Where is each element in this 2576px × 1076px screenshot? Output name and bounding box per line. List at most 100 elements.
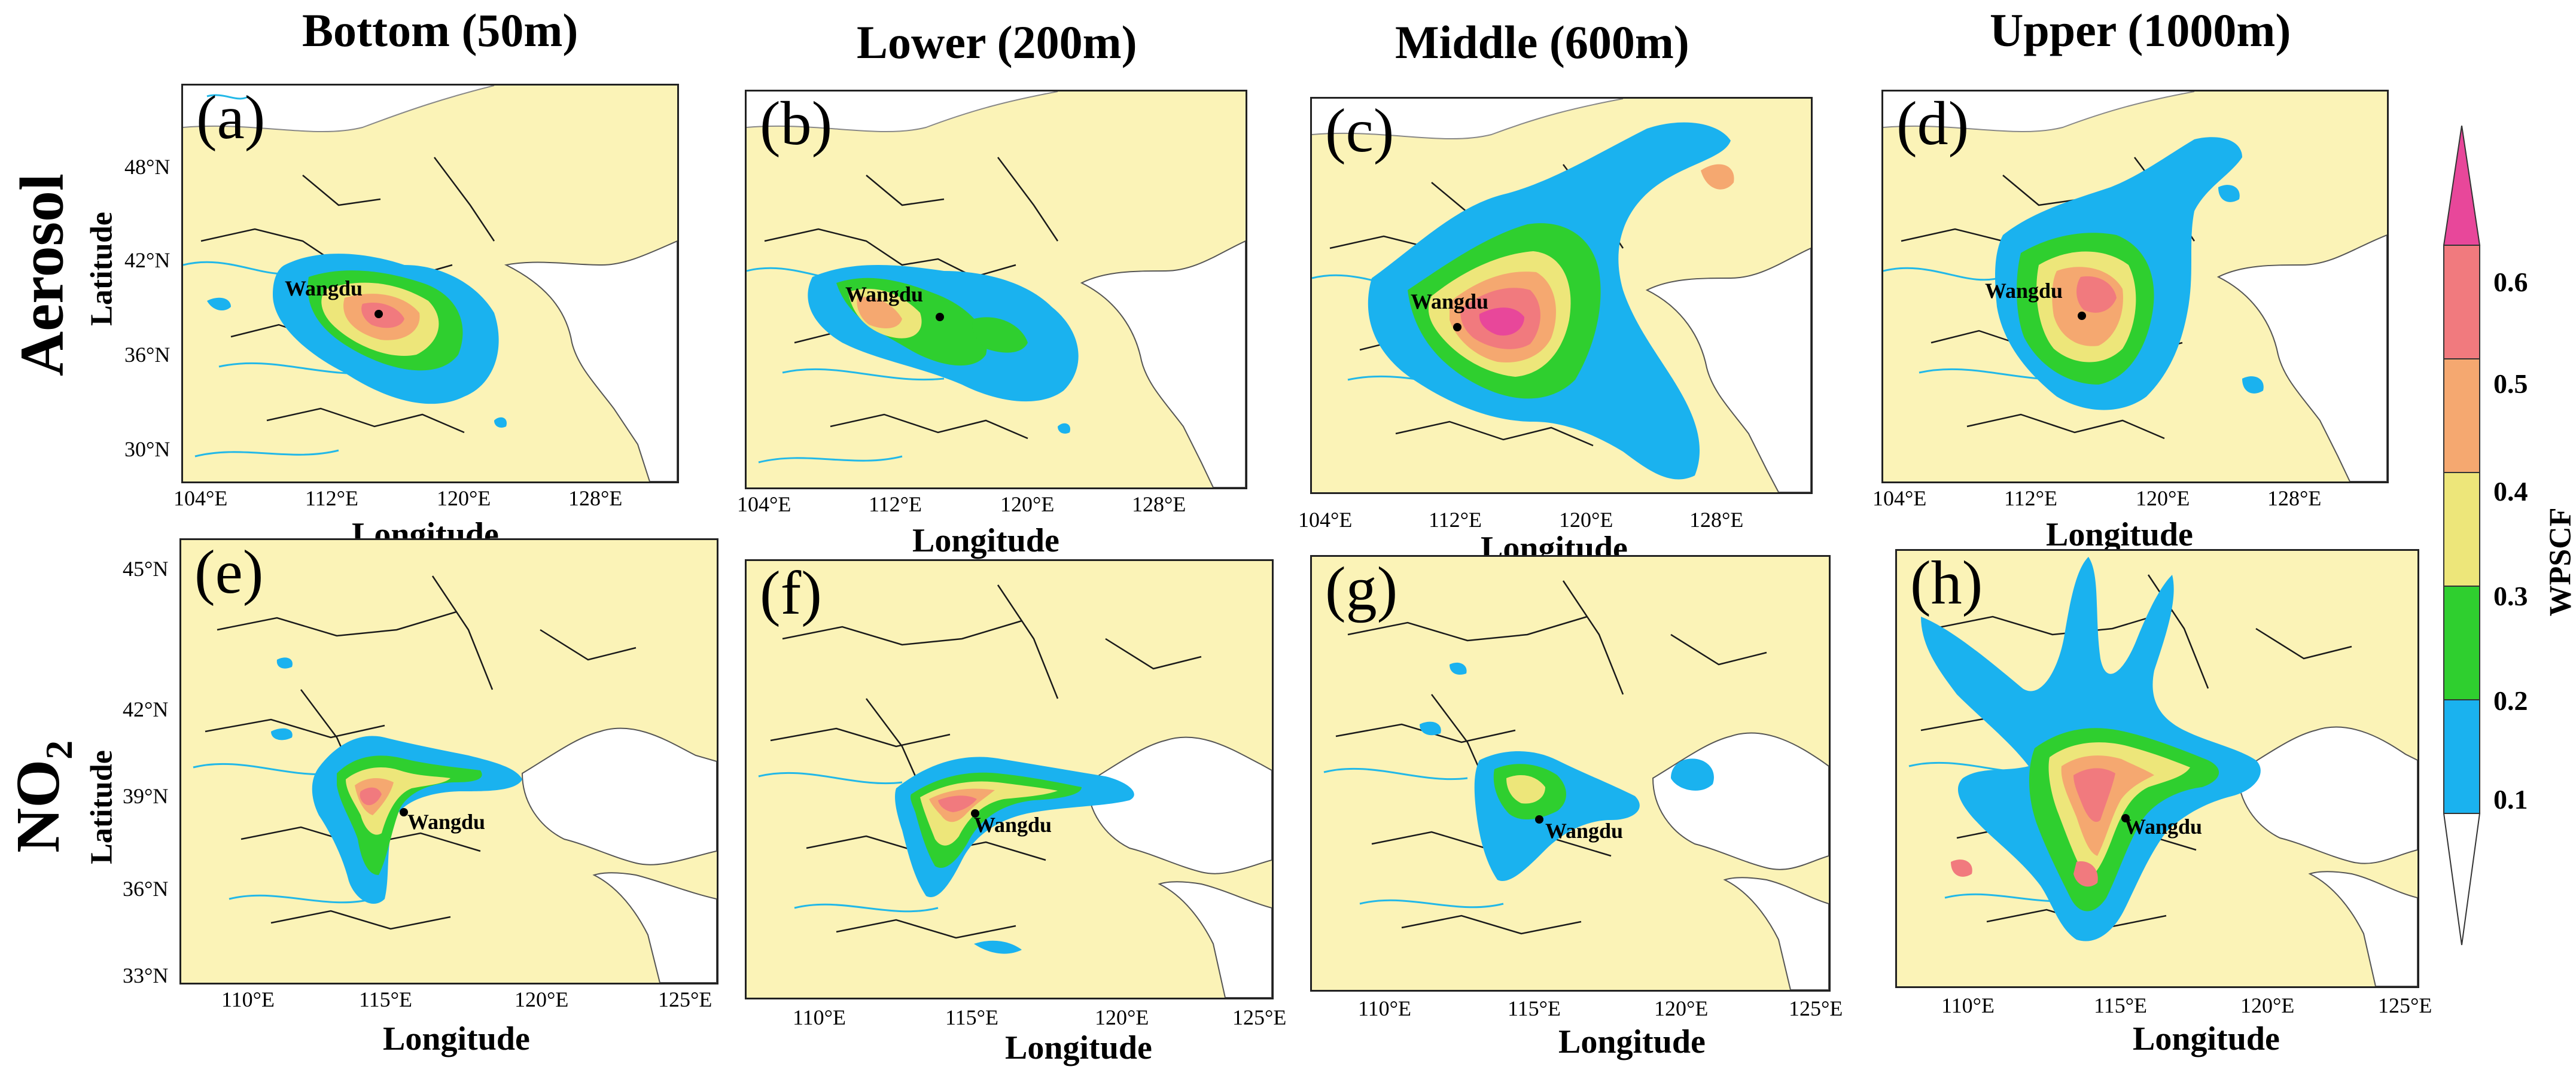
lon-tick-c-120: 120°E <box>1559 508 1613 532</box>
lon-tick-c-112: 112°E <box>1429 508 1482 532</box>
panel-label-d: (d) <box>1896 90 1969 158</box>
panel-label-h: (h) <box>1910 549 1983 617</box>
panel-label-e: (e) <box>194 538 264 606</box>
lat-tick-e-45: 45°N <box>123 557 169 581</box>
lon-tick-d-104: 104°E <box>1872 486 1927 510</box>
station-marker-g <box>1535 815 1543 824</box>
map-d-graphic <box>1883 92 2387 481</box>
column-title-bottom: Bottom (50m) <box>302 4 578 56</box>
xlabel-h: Longitude <box>2133 1020 2280 1057</box>
map-f-graphic <box>747 561 1272 998</box>
lon-tick-a-104: 104°E <box>173 486 228 510</box>
station-marker-h <box>2121 814 2130 822</box>
lat-tick-e-42: 42°N <box>123 697 169 721</box>
panel-label-f: (f) <box>760 559 822 627</box>
lon-tick-c-128: 128°E <box>1689 508 1744 532</box>
lat-tick-e-36: 36°N <box>123 877 169 901</box>
station-label-h: Wangdu <box>2124 815 2203 839</box>
colorbar-tick-0.4: 0.4 <box>2493 476 2528 507</box>
lat-tick-a-30: 30°N <box>124 437 170 461</box>
station-marker-b <box>936 313 944 321</box>
ylabel-e: Latitude <box>84 750 119 864</box>
colorbar-band-0.6 <box>2443 245 2480 359</box>
lon-tick-a-112: 112°E <box>305 486 359 510</box>
lon-tick-e-110: 110°E <box>221 987 275 1011</box>
panel-label-a: (a) <box>196 84 266 152</box>
map-panel-a: (a) Wangdu <box>181 84 679 483</box>
lon-tick-g-115: 115°E <box>1508 996 1561 1020</box>
lon-tick-h-120: 120°E <box>2240 993 2295 1017</box>
map-e-graphic <box>181 540 717 983</box>
column-title-upper: Upper (1000m) <box>1990 4 2291 56</box>
map-panel-c: (c) Wangdu <box>1310 97 1813 494</box>
lon-tick-e-120: 120°E <box>514 987 569 1011</box>
colorbar-tick-0.5: 0.5 <box>2493 368 2528 399</box>
map-panel-h: (h) Wangdu <box>1895 549 2419 988</box>
colorbar-tick-0.6: 0.6 <box>2493 267 2528 297</box>
lon-tick-f-115: 115°E <box>945 1005 999 1029</box>
lon-tick-a-128: 128°E <box>568 486 623 510</box>
map-panel-b: (b) Wangdu <box>745 90 1247 489</box>
station-marker-a <box>374 310 383 318</box>
station-label-c: Wangdu <box>1411 289 1489 313</box>
lon-tick-g-110: 110°E <box>1358 996 1412 1020</box>
panel-label-b: (b) <box>760 90 833 158</box>
xlabel-f: Longitude <box>1005 1029 1152 1066</box>
lat-tick-a-42: 42°N <box>124 248 170 272</box>
map-g-graphic <box>1312 557 1829 990</box>
lon-tick-d-112: 112°E <box>2004 486 2058 510</box>
colorbar-band-0.5 <box>2443 358 2480 473</box>
colorbar-tick-0.3: 0.3 <box>2493 581 2528 611</box>
colorbar-tick-0.2: 0.2 <box>2493 685 2528 716</box>
lon-tick-f-120: 120°E <box>1095 1005 1149 1029</box>
colorbar-band-0.3 <box>2443 586 2480 700</box>
station-marker-e <box>400 808 408 816</box>
lon-tick-g-125: 125°E <box>1789 996 1843 1020</box>
lat-tick-a-48: 48°N <box>124 155 170 179</box>
map-panel-e: (e) Wangdu <box>179 538 718 984</box>
lon-tick-d-128: 128°E <box>2267 486 2322 510</box>
station-marker-f <box>971 809 979 818</box>
station-label-a: Wangdu <box>285 276 363 300</box>
panel-label-g: (g) <box>1325 555 1398 623</box>
station-label-b: Wangdu <box>845 282 924 306</box>
station-label-g: Wangdu <box>1545 819 1624 843</box>
xlabel-e: Longitude <box>383 1020 530 1057</box>
lon-tick-f-110: 110°E <box>793 1005 847 1029</box>
column-title-lower: Lower (200m) <box>857 16 1137 68</box>
xlabel-d: Longitude <box>2046 516 2193 553</box>
lon-tick-c-104: 104°E <box>1298 508 1353 532</box>
lon-tick-b-112: 112°E <box>869 492 922 516</box>
lon-tick-b-128: 128°E <box>1132 492 1186 516</box>
lon-tick-h-110: 110°E <box>1941 993 1995 1017</box>
map-panel-f: (f) Wangdu <box>745 559 1274 999</box>
colorbar-bottom-arrow <box>2443 813 2481 946</box>
lon-tick-b-120: 120°E <box>1000 492 1055 516</box>
colorbar-band-0.1 <box>2443 699 2480 814</box>
lon-tick-e-115: 115°E <box>359 987 413 1011</box>
lon-tick-d-120: 120°E <box>2136 486 2190 510</box>
colorbar-top-arrow <box>2443 126 2481 246</box>
lat-tick-a-36: 36°N <box>124 343 170 367</box>
lon-tick-f-125: 125°E <box>1232 1005 1287 1029</box>
panel-label-c: (c) <box>1325 97 1394 165</box>
lat-tick-e-33: 33°N <box>123 964 169 987</box>
map-panel-g: (g) Wangdu <box>1310 555 1831 992</box>
lon-tick-a-120: 120°E <box>437 486 491 510</box>
colorbar-title: WPSCF <box>2543 507 2576 617</box>
station-label-f: Wangdu <box>974 813 1052 837</box>
station-marker-c <box>1453 323 1461 331</box>
lon-tick-h-115: 115°E <box>2094 993 2148 1017</box>
lon-tick-g-120: 120°E <box>1654 996 1709 1020</box>
station-label-d: Wangdu <box>1985 279 2063 303</box>
map-b-graphic <box>747 92 1246 487</box>
station-label-e: Wangdu <box>407 810 486 834</box>
colorbar <box>2443 126 2481 946</box>
row-title-no2: NO2 <box>4 740 80 853</box>
map-a-graphic <box>183 86 677 481</box>
column-title-middle: Middle (600m) <box>1395 16 1689 68</box>
map-panel-d: (d) Wangdu <box>1881 90 2389 483</box>
lon-tick-h-125: 125°E <box>2378 993 2432 1017</box>
ylabel-a: Latitude <box>84 212 119 326</box>
station-marker-d <box>2078 312 2086 320</box>
